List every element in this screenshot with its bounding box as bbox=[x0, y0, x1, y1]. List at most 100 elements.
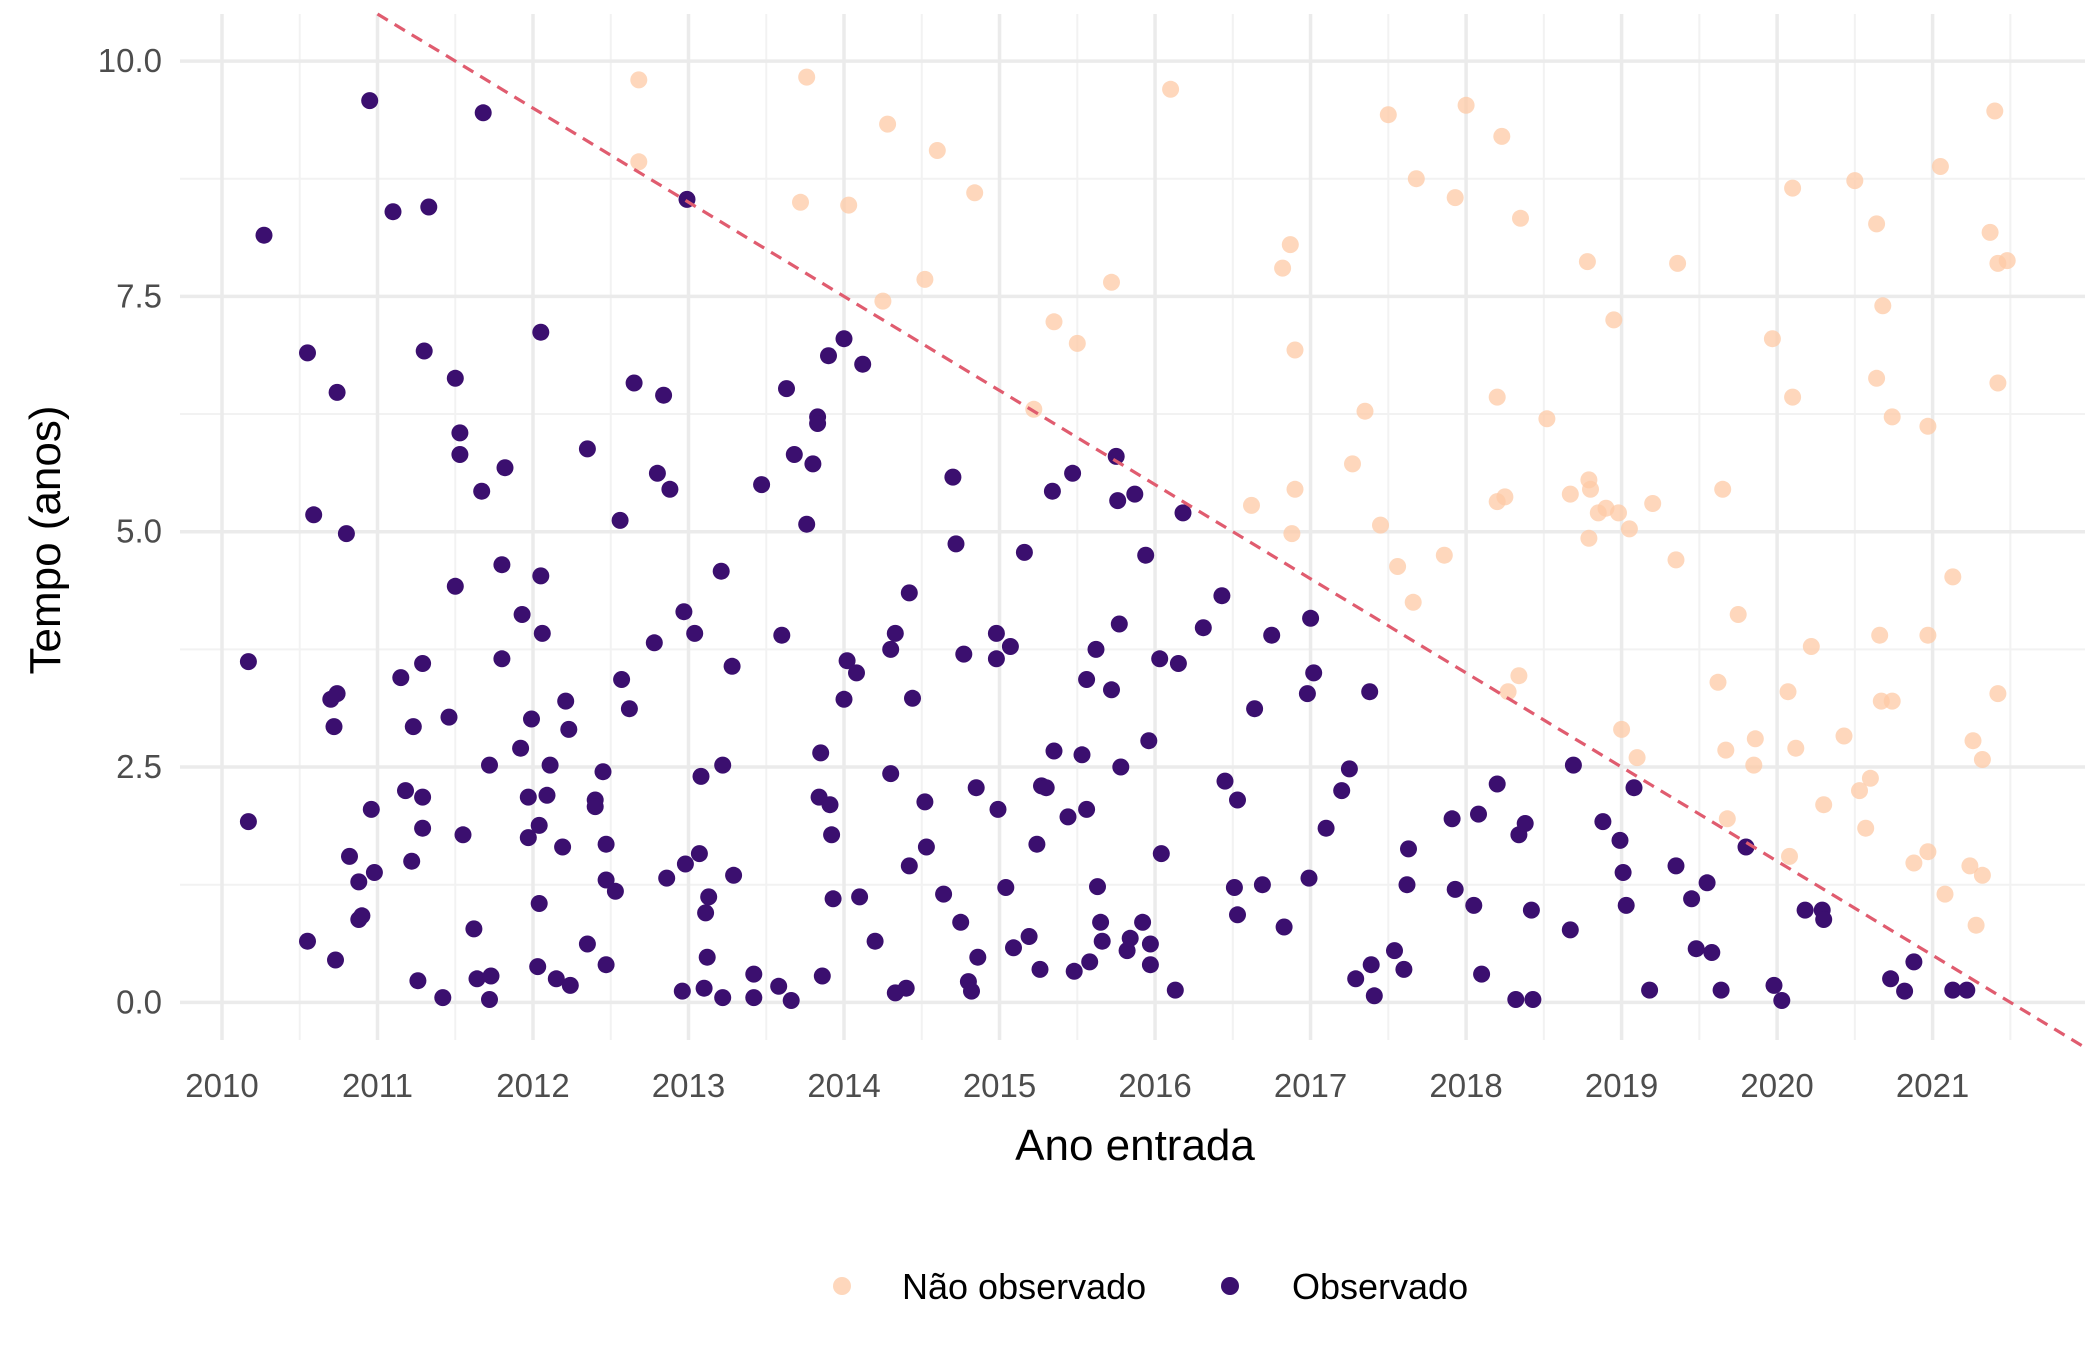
data-point bbox=[606, 882, 624, 900]
data-point bbox=[1620, 520, 1638, 538]
data-point bbox=[1089, 878, 1106, 896]
data-point bbox=[1981, 223, 1999, 241]
data-point bbox=[404, 718, 422, 736]
data-point bbox=[1712, 981, 1730, 999]
data-point bbox=[1787, 739, 1805, 757]
data-point bbox=[481, 756, 498, 774]
data-point bbox=[597, 871, 615, 889]
data-point bbox=[513, 606, 531, 623]
data-point bbox=[532, 567, 550, 585]
data-point bbox=[1121, 929, 1139, 947]
data-point bbox=[586, 798, 604, 816]
data-point bbox=[1395, 960, 1413, 978]
data-point bbox=[1669, 254, 1687, 272]
data-point bbox=[1093, 932, 1111, 950]
data-point bbox=[695, 979, 713, 997]
series-nao-observado bbox=[630, 68, 2016, 934]
data-point bbox=[1001, 638, 1019, 655]
data-point bbox=[350, 873, 368, 891]
data-point bbox=[1986, 102, 2004, 120]
data-point bbox=[1286, 341, 1304, 359]
data-point bbox=[594, 763, 612, 781]
data-point bbox=[1779, 683, 1797, 701]
data-point bbox=[1784, 179, 1802, 197]
data-point bbox=[1134, 913, 1152, 931]
x-tick-label: 2013 bbox=[652, 1067, 725, 1104]
data-point bbox=[1628, 749, 1646, 767]
data-point bbox=[686, 624, 704, 642]
data-point bbox=[840, 196, 858, 214]
x-axis-tick-labels: 2010 2011 2012 2013 2014 2015 2016 2017 2018 2019… bbox=[185, 1067, 1969, 1104]
data-point bbox=[1510, 667, 1528, 685]
data-point bbox=[512, 739, 530, 757]
data-point bbox=[714, 989, 732, 1007]
data-point bbox=[1989, 685, 2007, 703]
data-point bbox=[944, 468, 962, 486]
data-point bbox=[362, 800, 380, 818]
data-point bbox=[1857, 819, 1875, 837]
data-point bbox=[529, 958, 547, 976]
data-point bbox=[1561, 921, 1579, 939]
data-point bbox=[493, 556, 511, 574]
legend-label-nao-observado: Não observado bbox=[902, 1266, 1146, 1307]
data-point bbox=[1389, 558, 1407, 575]
data-point bbox=[1229, 906, 1246, 924]
data-point bbox=[454, 826, 472, 844]
data-point bbox=[533, 624, 551, 642]
data-point bbox=[1488, 388, 1506, 406]
data-point bbox=[1919, 417, 1937, 435]
data-point bbox=[792, 193, 809, 211]
data-point bbox=[465, 920, 483, 938]
data-point bbox=[481, 991, 498, 1008]
data-point bbox=[1216, 772, 1234, 790]
data-point bbox=[1973, 751, 1991, 768]
data-point bbox=[882, 640, 900, 658]
data-point bbox=[578, 440, 596, 458]
data-point bbox=[1919, 626, 1937, 644]
data-point bbox=[1802, 638, 1820, 655]
data-point bbox=[1473, 965, 1491, 983]
data-point bbox=[1073, 746, 1091, 764]
data-point bbox=[824, 890, 842, 908]
data-point bbox=[1919, 843, 1937, 861]
data-point bbox=[1404, 593, 1422, 611]
data-point bbox=[446, 577, 464, 595]
data-point bbox=[1861, 769, 1879, 787]
data-point bbox=[1103, 273, 1120, 291]
data-point bbox=[1538, 410, 1556, 428]
data-point bbox=[1989, 374, 2007, 392]
data-point bbox=[1305, 664, 1323, 682]
data-point bbox=[900, 584, 918, 602]
data-point bbox=[1065, 962, 1083, 980]
data-point bbox=[1967, 916, 1985, 934]
data-point bbox=[1493, 127, 1511, 145]
data-point bbox=[1137, 546, 1155, 564]
data-point bbox=[1745, 756, 1763, 774]
data-point bbox=[353, 907, 371, 925]
y-tick-label: 5.0 bbox=[116, 513, 162, 550]
data-point bbox=[1561, 485, 1579, 503]
data-point bbox=[1944, 981, 1962, 999]
data-point bbox=[365, 864, 383, 881]
data-point bbox=[897, 979, 915, 997]
legend: Não observado Observado bbox=[833, 1266, 1468, 1307]
y-tick-label: 10.0 bbox=[98, 42, 162, 79]
y-tick-label: 0.0 bbox=[116, 983, 162, 1020]
data-point bbox=[1717, 741, 1735, 759]
series-observado bbox=[239, 92, 1976, 1009]
data-point bbox=[547, 970, 565, 988]
data-point bbox=[468, 970, 486, 988]
data-point bbox=[1140, 732, 1158, 750]
data-point bbox=[1524, 991, 1542, 1008]
data-point bbox=[1687, 940, 1705, 958]
data-point bbox=[1905, 854, 1923, 872]
data-point bbox=[1796, 901, 1814, 919]
data-point bbox=[1110, 615, 1128, 633]
data-point bbox=[1644, 495, 1662, 512]
data-point bbox=[1868, 215, 1886, 233]
data-point bbox=[1356, 402, 1374, 420]
data-point bbox=[1162, 80, 1180, 98]
data-point bbox=[1037, 779, 1055, 797]
data-point bbox=[1141, 935, 1159, 953]
